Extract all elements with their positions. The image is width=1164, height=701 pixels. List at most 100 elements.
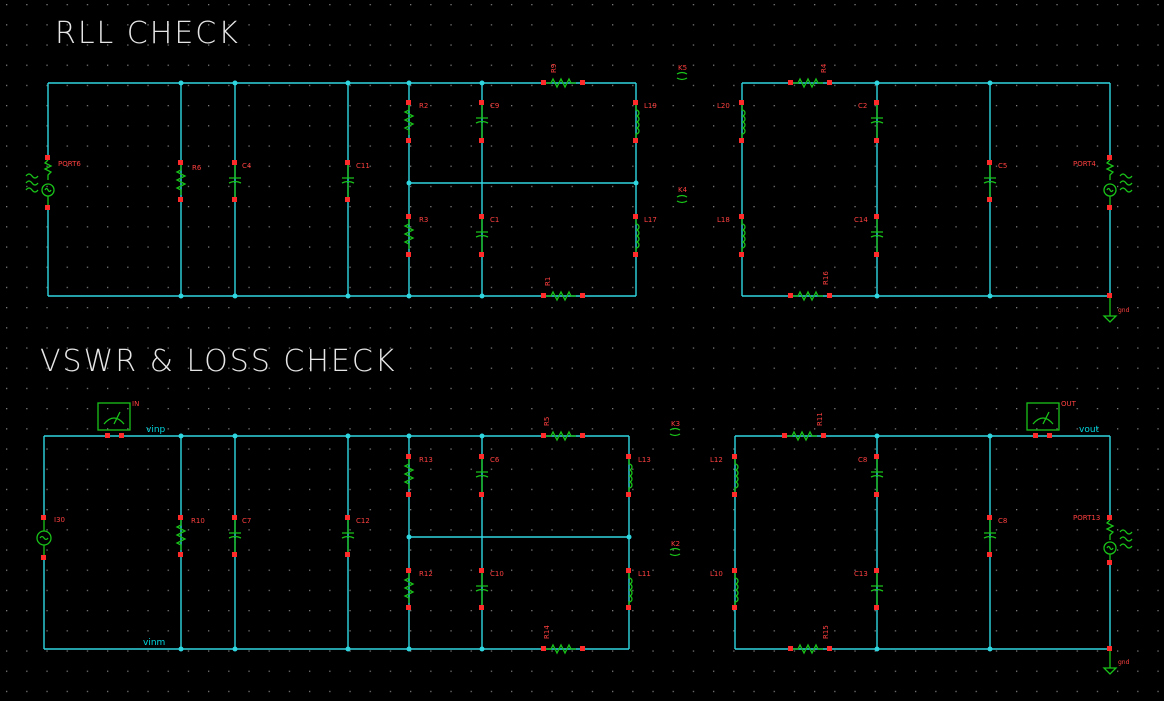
- l13-inductor-symbol[interactable]: [626, 454, 633, 497]
- c8-shunt-capacitor-symbol[interactable]: [983, 515, 997, 557]
- top-ground-symbol: [1102, 293, 1118, 323]
- k2-coupling-symbol[interactable]: [669, 547, 681, 557]
- port13-source-symbol[interactable]: [1103, 515, 1133, 565]
- r2-resistor-symbol[interactable]: [403, 100, 415, 143]
- c11-label: C11: [356, 162, 370, 170]
- l13-label: L13: [638, 456, 651, 464]
- l12-inductor-symbol[interactable]: [732, 454, 739, 497]
- r1-resistor-symbol[interactable]: [541, 290, 585, 302]
- c14-label: C14: [854, 216, 868, 224]
- c9-label: C9: [490, 102, 499, 110]
- l19-inductor-symbol[interactable]: [633, 100, 640, 143]
- port4-source-symbol[interactable]: [1103, 155, 1133, 210]
- r15-resistor-symbol[interactable]: [788, 643, 832, 655]
- i30-label: I30: [54, 516, 65, 524]
- k5-coupling-symbol[interactable]: [676, 71, 688, 81]
- rll-check-circuit: PORT6 R6 C4 C11 R2: [25, 63, 1133, 323]
- c12-label: C12: [356, 517, 370, 525]
- c4-label: C4: [242, 162, 252, 170]
- k5-label: K5: [678, 64, 687, 72]
- c13-capacitor-symbol[interactable]: [870, 568, 884, 610]
- l10-inductor-symbol[interactable]: [732, 568, 739, 610]
- vswr-loss-circuit: IN vinp vinm I30 R10 C7: [36, 400, 1133, 675]
- c6-capacitor-symbol[interactable]: [475, 454, 489, 497]
- r10-resistor-symbol[interactable]: [175, 515, 187, 557]
- net-vinp-label: vinp: [146, 425, 166, 435]
- c7-capacitor-symbol[interactable]: [228, 515, 242, 557]
- title-vswr-loss-check: VSWR & LOSS CHECK: [40, 344, 397, 379]
- port4-label: PORT4: [1073, 160, 1096, 168]
- top-junctions: [178, 80, 993, 299]
- rf-wave-icon: [25, 173, 39, 193]
- r12-label: R12: [419, 570, 433, 578]
- r6-resistor-symbol[interactable]: [175, 160, 187, 202]
- net-vout-label: vout: [1079, 425, 1100, 435]
- r9-label: R9: [550, 64, 558, 73]
- l12-label: L12: [710, 456, 723, 464]
- r3-resistor-symbol[interactable]: [403, 214, 415, 257]
- r13-label: R13: [419, 456, 433, 464]
- c11-capacitor-symbol[interactable]: [341, 160, 355, 202]
- r1-label: R1: [544, 277, 552, 286]
- r10-label: R10: [191, 517, 205, 525]
- bottom-junctions: [178, 433, 993, 652]
- l17-label: L17: [644, 216, 657, 224]
- rf-wave-icon: [1119, 173, 1133, 193]
- bottom-gnd-label: gnd: [1118, 659, 1130, 666]
- rf-wave-icon: [1119, 529, 1133, 549]
- meter-out-label: OUT: [1061, 400, 1077, 408]
- k4-coupling-symbol[interactable]: [676, 194, 688, 204]
- k3-coupling-symbol[interactable]: [669, 427, 681, 437]
- r11-label: R11: [816, 412, 824, 426]
- r15-label: R15: [822, 625, 830, 639]
- l11-inductor-symbol[interactable]: [626, 568, 633, 610]
- r3-label: R3: [419, 216, 428, 224]
- in-power-meter-symbol[interactable]: [97, 402, 131, 438]
- r16-label: R16: [822, 271, 830, 285]
- c8-upper-capacitor-symbol[interactable]: [870, 454, 884, 497]
- c14-capacitor-symbol[interactable]: [870, 214, 884, 257]
- c13-label: C13: [854, 570, 868, 578]
- r14-label: R14: [543, 625, 551, 639]
- r5-resistor-symbol[interactable]: [541, 430, 585, 442]
- i30-source-symbol[interactable]: [36, 515, 52, 560]
- port6-label: PORT6: [58, 160, 81, 168]
- l19-label: L19: [644, 102, 657, 110]
- port6-source-symbol[interactable]: [25, 155, 55, 210]
- c12-capacitor-symbol[interactable]: [341, 515, 355, 557]
- r14-resistor-symbol[interactable]: [541, 643, 585, 655]
- k4-label: K4: [678, 186, 688, 194]
- bottom-ground-symbol: [1102, 646, 1118, 675]
- r12-resistor-symbol[interactable]: [403, 568, 415, 610]
- k3-label: K3: [671, 420, 680, 428]
- c6-label: C6: [490, 456, 500, 464]
- c1-capacitor-symbol[interactable]: [475, 214, 489, 257]
- c9-capacitor-symbol[interactable]: [475, 100, 489, 143]
- r2-label: R2: [419, 102, 428, 110]
- c2-capacitor-symbol[interactable]: [870, 100, 884, 143]
- r4-resistor-symbol[interactable]: [788, 77, 832, 89]
- r11-resistor-symbol[interactable]: [782, 430, 826, 442]
- l20-label: L20: [717, 102, 730, 110]
- l18-label: L18: [717, 216, 730, 224]
- net-vinm-label: vinm: [143, 638, 165, 648]
- l11-label: L11: [638, 570, 651, 578]
- r9-resistor-symbol[interactable]: [541, 77, 585, 89]
- c5-label: C5: [998, 162, 1007, 170]
- c4-capacitor-symbol[interactable]: [228, 160, 242, 202]
- r16-resistor-symbol[interactable]: [788, 290, 832, 302]
- top-gnd-label: gnd: [1118, 307, 1130, 314]
- c7-label: C7: [242, 517, 251, 525]
- r13-resistor-symbol[interactable]: [403, 454, 415, 497]
- c8-shunt-label: C8: [998, 517, 1007, 525]
- out-power-meter-symbol[interactable]: [1026, 402, 1060, 438]
- l20-inductor-symbol[interactable]: [739, 100, 746, 143]
- c10-capacitor-symbol[interactable]: [475, 568, 489, 610]
- c1-label: C1: [490, 216, 499, 224]
- c5-capacitor-symbol[interactable]: [983, 160, 997, 202]
- l17-inductor-symbol[interactable]: [633, 214, 640, 257]
- l18-inductor-symbol[interactable]: [739, 214, 746, 257]
